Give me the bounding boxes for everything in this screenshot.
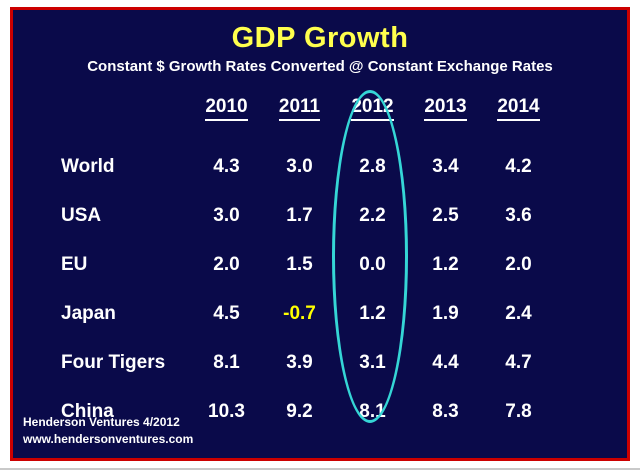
slide-title: GDP Growth: [231, 22, 409, 54]
cell-usa-2014: 3.6: [505, 204, 532, 226]
cell-four-tigers-2010: 8.1: [213, 351, 240, 373]
slide-footer: Henderson Ventures 4/2012 www.hendersonv…: [23, 414, 193, 448]
cell-china-2013: 8.3: [432, 400, 459, 422]
column-header-label: 2013: [424, 96, 467, 121]
cell-eu-2011: 1.5: [286, 253, 313, 275]
row-label-japan: Japan: [61, 302, 116, 324]
row-label-china: China: [61, 400, 114, 422]
row-label-world: World: [61, 155, 115, 177]
column-header-label: 2010: [205, 96, 248, 121]
column-header-2012: 2012: [336, 93, 409, 123]
gdp-growth-table: 2010 2011 2012 2013 2014 World 4.3 3.0 2…: [45, 93, 555, 436]
cell-four-tigers-2013: 4.4: [432, 351, 459, 373]
cell-world-2012: 2.8: [359, 155, 386, 177]
cell-japan-2013: 1.9: [432, 302, 459, 324]
cell-japan-2014: 2.4: [505, 302, 532, 324]
slide-subtitle: Constant $ Growth Rates Converted @ Cons…: [87, 58, 553, 75]
bottom-divider: [0, 468, 640, 470]
column-header-2014: 2014: [482, 93, 555, 123]
corner-spacer: [45, 93, 190, 123]
cell-eu-2010: 2.0: [213, 253, 240, 275]
cell-world-2013: 3.4: [432, 155, 459, 177]
row-label-usa: USA: [61, 204, 102, 226]
cell-four-tigers-2012: 3.1: [359, 351, 386, 373]
column-header-2010: 2010: [190, 93, 263, 123]
cell-four-tigers-2011: 3.9: [286, 351, 313, 373]
cell-four-tigers-2014: 4.7: [505, 351, 532, 373]
cell-usa-2011: 1.7: [286, 204, 313, 226]
row-label-eu: EU: [61, 253, 88, 275]
cell-china-2012: 8.1: [359, 400, 386, 422]
column-header-2011: 2011: [263, 93, 336, 123]
row-label-four-tigers: Four Tigers: [61, 351, 166, 373]
footer-source-text: Henderson Ventures 4/2012: [23, 415, 180, 429]
cell-world-2011: 3.0: [286, 155, 313, 177]
cell-eu-2013: 1.2: [432, 253, 459, 275]
slide: GDP Growth Constant $ Growth Rates Conve…: [10, 7, 630, 461]
cell-world-2014: 4.2: [505, 155, 532, 177]
footer-website-text: www.hendersonventures.com: [23, 432, 194, 446]
column-header-2013: 2013: [409, 93, 482, 123]
cell-eu-2012: 0.0: [359, 253, 386, 275]
cell-eu-2014: 2.0: [505, 253, 532, 275]
cell-usa-2012: 2.2: [359, 204, 386, 226]
cell-world-2010: 4.3: [213, 155, 240, 177]
column-header-label: 2011: [278, 96, 321, 121]
cell-usa-2010: 3.0: [213, 204, 240, 226]
column-header-label: 2014: [497, 96, 540, 121]
cell-japan-2011: -0.7: [283, 302, 316, 324]
cell-japan-2012: 1.2: [359, 302, 386, 324]
column-header-label: 2012: [351, 96, 394, 121]
cell-china-2011: 9.2: [286, 400, 313, 422]
cell-usa-2013: 2.5: [432, 204, 459, 226]
cell-china-2014: 7.8: [505, 400, 532, 422]
cell-japan-2010: 4.5: [213, 302, 240, 324]
cell-china-2010: 10.3: [208, 400, 245, 422]
